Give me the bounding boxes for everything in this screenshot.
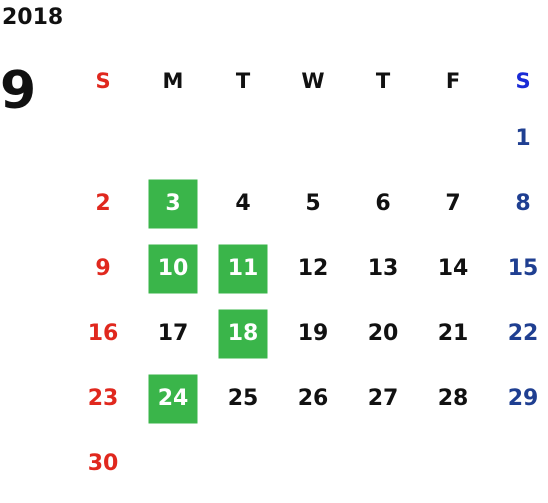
empty-cell — [278, 106, 348, 171]
empty-cell — [278, 431, 348, 496]
empty-cell — [488, 431, 548, 496]
day-number: 6 — [375, 191, 391, 216]
day-number: 12 — [297, 256, 329, 281]
calendar-day-2[interactable]: 2 — [68, 171, 138, 236]
day-number: 25 — [227, 386, 259, 411]
weekday-header-saturday: S — [515, 69, 531, 93]
day-number: 8 — [515, 191, 531, 216]
empty-cell — [68, 106, 138, 171]
calendar-day-5[interactable]: 5 — [278, 171, 348, 236]
day-number: 5 — [305, 191, 321, 216]
day-number: 16 — [87, 321, 119, 346]
empty-cell — [418, 431, 488, 496]
day-number: 14 — [437, 256, 469, 281]
day-number: 9 — [95, 256, 111, 281]
calendar-day-12[interactable]: 12 — [278, 236, 348, 301]
day-number: 30 — [87, 451, 119, 476]
calendar-day-16[interactable]: 16 — [68, 301, 138, 366]
calendar-day-9[interactable]: 9 — [68, 236, 138, 301]
calendar-day-27[interactable]: 27 — [348, 366, 418, 431]
empty-cell — [348, 431, 418, 496]
day-number: 2 — [95, 191, 111, 216]
weekday-header-sunday: S — [95, 69, 111, 93]
empty-cell — [418, 106, 488, 171]
weekday-header-wednesday: W — [301, 69, 325, 93]
calendar-day-19[interactable]: 19 — [278, 301, 348, 366]
day-number: 29 — [507, 386, 539, 411]
day-number: 1 — [515, 126, 531, 151]
calendar-day-3[interactable]: 3 — [138, 171, 208, 236]
day-number: 20 — [367, 321, 399, 346]
empty-cell — [138, 106, 208, 171]
calendar-day-29[interactable]: 29 — [488, 366, 548, 431]
calendar-day-25[interactable]: 25 — [208, 366, 278, 431]
calendar-day-15[interactable]: 15 — [488, 236, 548, 301]
calendar-day-17[interactable]: 17 — [138, 301, 208, 366]
calendar-day-10[interactable]: 10 — [138, 236, 208, 301]
day-number: 7 — [445, 191, 461, 216]
month-label: 9 — [0, 61, 37, 121]
calendar-day-24[interactable]: 24 — [138, 366, 208, 431]
calendar-day-6[interactable]: 6 — [348, 171, 418, 236]
calendar-day-1[interactable]: 1 — [488, 106, 548, 171]
empty-cell — [348, 106, 418, 171]
day-number: 13 — [367, 256, 399, 281]
calendar-day-22[interactable]: 22 — [488, 301, 548, 366]
calendar-day-4[interactable]: 4 — [208, 171, 278, 236]
day-number: 11 — [227, 256, 259, 281]
calendar-day-7[interactable]: 7 — [418, 171, 488, 236]
calendar-day-11[interactable]: 11 — [208, 236, 278, 301]
empty-cell — [138, 431, 208, 496]
calendar-day-23[interactable]: 23 — [68, 366, 138, 431]
calendar-day-14[interactable]: 14 — [418, 236, 488, 301]
day-number: 26 — [297, 386, 329, 411]
weekday-header-thursday: T — [375, 69, 391, 93]
calendar-day-30[interactable]: 30 — [68, 431, 138, 496]
day-number: 19 — [297, 321, 329, 346]
day-number: 27 — [367, 386, 399, 411]
calendar-grid: S M T W T F S 1 2 3 4 5 6 7 8 9 10 11 12 13 14 15 16 17 18 19 20 21… — [68, 56, 548, 496]
day-number: 17 — [157, 321, 189, 346]
calendar-day-18[interactable]: 18 — [208, 301, 278, 366]
calendar-day-28[interactable]: 28 — [418, 366, 488, 431]
day-number: 15 — [507, 256, 539, 281]
day-number: 4 — [235, 191, 251, 216]
weekday-header-friday: F — [445, 69, 461, 93]
weekday-header-tuesday: T — [235, 69, 251, 93]
day-number: 21 — [437, 321, 469, 346]
day-number: 3 — [165, 191, 181, 216]
calendar-day-8[interactable]: 8 — [488, 171, 548, 236]
weekday-header-monday: M — [162, 69, 184, 93]
day-number: 18 — [227, 321, 259, 346]
calendar-day-26[interactable]: 26 — [278, 366, 348, 431]
day-number: 10 — [157, 256, 189, 281]
calendar-day-13[interactable]: 13 — [348, 236, 418, 301]
day-number: 24 — [157, 386, 189, 411]
empty-cell — [208, 106, 278, 171]
calendar-day-21[interactable]: 21 — [418, 301, 488, 366]
calendar-day-20[interactable]: 20 — [348, 301, 418, 366]
year-label: 2018 — [2, 5, 64, 30]
day-number: 22 — [507, 321, 539, 346]
day-number: 28 — [437, 386, 469, 411]
empty-cell — [208, 431, 278, 496]
day-number: 23 — [87, 386, 119, 411]
